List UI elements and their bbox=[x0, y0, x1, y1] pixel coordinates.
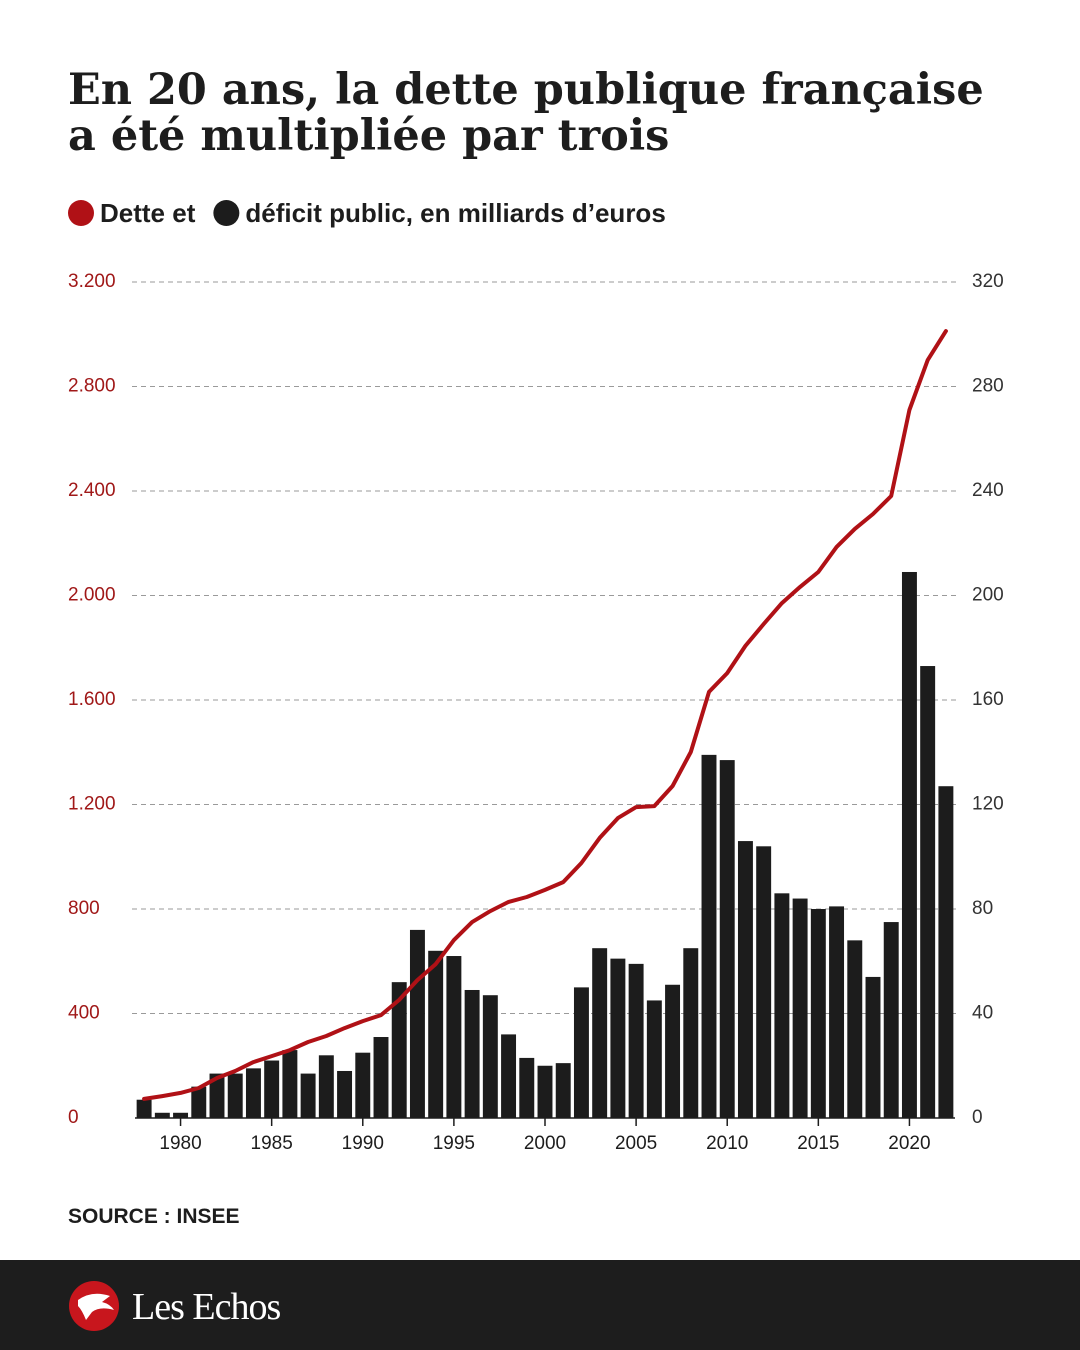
bar bbox=[573, 987, 589, 1118]
chart-title: En 20 ans, la dette publique française bbox=[68, 65, 984, 115]
bar bbox=[501, 1034, 517, 1118]
y-tick-label: 3.200 bbox=[68, 271, 116, 292]
bar bbox=[245, 1068, 261, 1118]
bar bbox=[154, 1112, 170, 1118]
legend-label: Dette et bbox=[100, 198, 196, 228]
bar bbox=[701, 754, 717, 1118]
y-tick-label: 0 bbox=[68, 1107, 79, 1128]
bar bbox=[482, 995, 498, 1118]
footer-band bbox=[0, 1260, 1080, 1350]
legend-label: déficit public, en milliards d’euros bbox=[245, 198, 665, 228]
bar bbox=[592, 948, 608, 1118]
bar bbox=[446, 956, 462, 1118]
bar bbox=[774, 893, 790, 1118]
bar bbox=[227, 1073, 243, 1118]
y2-tick-label: 0 bbox=[972, 1107, 983, 1128]
x-tick-label: 2020 bbox=[888, 1133, 930, 1154]
y-tick-label: 1.600 bbox=[68, 689, 116, 710]
bar bbox=[683, 948, 699, 1118]
y2-tick-label: 80 bbox=[972, 898, 993, 919]
bar bbox=[337, 1070, 353, 1118]
x-tick-label: 1985 bbox=[251, 1133, 293, 1154]
logo-icon bbox=[78, 1293, 114, 1320]
y2-tick-label: 160 bbox=[972, 689, 1004, 710]
grid bbox=[132, 281, 958, 1014]
legend: Dette et déficit public, en milliards d’e… bbox=[68, 198, 666, 228]
bar bbox=[920, 666, 936, 1118]
bar bbox=[829, 906, 845, 1118]
bar bbox=[519, 1057, 535, 1118]
axes: 0 400 800 1.200 1.600 2.000 2.400 2.800 3.200 0 40… bbox=[68, 271, 1004, 1154]
bar bbox=[355, 1052, 371, 1118]
bar bbox=[428, 950, 444, 1118]
line bbox=[142, 329, 948, 1101]
bar bbox=[901, 571, 917, 1118]
y-tick-label: 2.800 bbox=[68, 376, 116, 397]
y2-tick-label: 200 bbox=[972, 585, 1004, 606]
y2-tick-label: 280 bbox=[972, 376, 1004, 397]
x-tick-label: 1990 bbox=[342, 1133, 384, 1154]
bar bbox=[628, 963, 644, 1118]
bar bbox=[409, 929, 425, 1118]
bar bbox=[464, 989, 480, 1118]
bar bbox=[173, 1112, 189, 1118]
bar bbox=[282, 1050, 298, 1118]
bar bbox=[792, 898, 808, 1118]
brand: Les Echos bbox=[132, 1286, 280, 1328]
bar bbox=[865, 976, 881, 1118]
bar bbox=[665, 984, 681, 1118]
bar bbox=[136, 1099, 152, 1118]
legend-swatch bbox=[213, 200, 240, 226]
x-tick-label: 1980 bbox=[159, 1133, 201, 1154]
chart-title: a été multipliée par trois bbox=[68, 111, 669, 161]
bars bbox=[136, 571, 954, 1118]
y-tick-label: 1.200 bbox=[68, 794, 116, 815]
y2-tick-label: 240 bbox=[972, 480, 1004, 501]
bar bbox=[610, 958, 626, 1118]
bar bbox=[537, 1065, 553, 1118]
source: SOURCE : INSEE bbox=[68, 1205, 240, 1228]
x-tick-label: 2000 bbox=[524, 1133, 566, 1154]
y-tick-label: 800 bbox=[68, 898, 100, 919]
y2-tick-label: 40 bbox=[972, 1003, 993, 1024]
y-tick-label: 2.400 bbox=[68, 480, 116, 501]
x-tick-label: 2010 bbox=[706, 1133, 748, 1154]
bar bbox=[555, 1063, 571, 1118]
bar bbox=[847, 940, 863, 1118]
bar bbox=[318, 1055, 334, 1118]
bar bbox=[938, 786, 954, 1118]
x-tick-label: 1995 bbox=[433, 1133, 475, 1154]
bar bbox=[737, 841, 753, 1118]
bar bbox=[209, 1073, 225, 1118]
bar bbox=[810, 909, 826, 1118]
bar bbox=[373, 1037, 389, 1118]
bar bbox=[646, 1000, 662, 1118]
lines bbox=[142, 329, 948, 1101]
y2-tick-label: 120 bbox=[972, 794, 1004, 815]
y-tick-label: 400 bbox=[68, 1003, 100, 1024]
bar bbox=[756, 846, 772, 1118]
legend-swatch bbox=[68, 200, 94, 226]
x-tick-label: 2015 bbox=[797, 1133, 839, 1154]
x-tick-label: 2005 bbox=[615, 1133, 657, 1154]
y-tick-label: 2.000 bbox=[68, 585, 116, 606]
y2-tick-label: 320 bbox=[972, 271, 1004, 292]
bar bbox=[300, 1073, 316, 1118]
bar bbox=[391, 982, 407, 1118]
bar bbox=[883, 922, 899, 1118]
bar bbox=[191, 1086, 207, 1118]
bar bbox=[264, 1060, 280, 1118]
bar bbox=[719, 760, 735, 1118]
